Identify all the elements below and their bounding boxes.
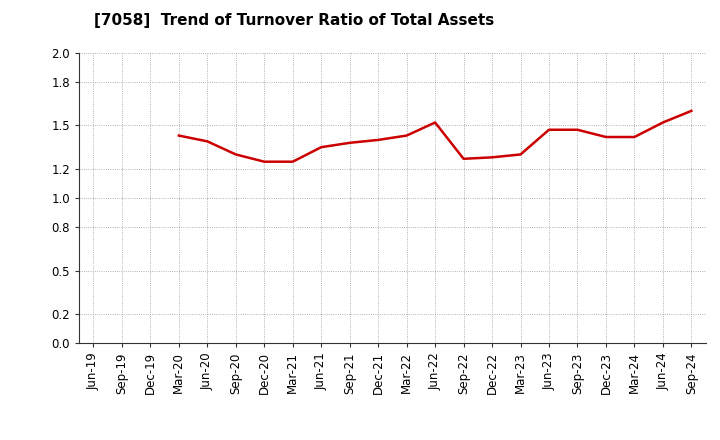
Text: [7058]  Trend of Turnover Ratio of Total Assets: [7058] Trend of Turnover Ratio of Total … bbox=[94, 13, 494, 28]
